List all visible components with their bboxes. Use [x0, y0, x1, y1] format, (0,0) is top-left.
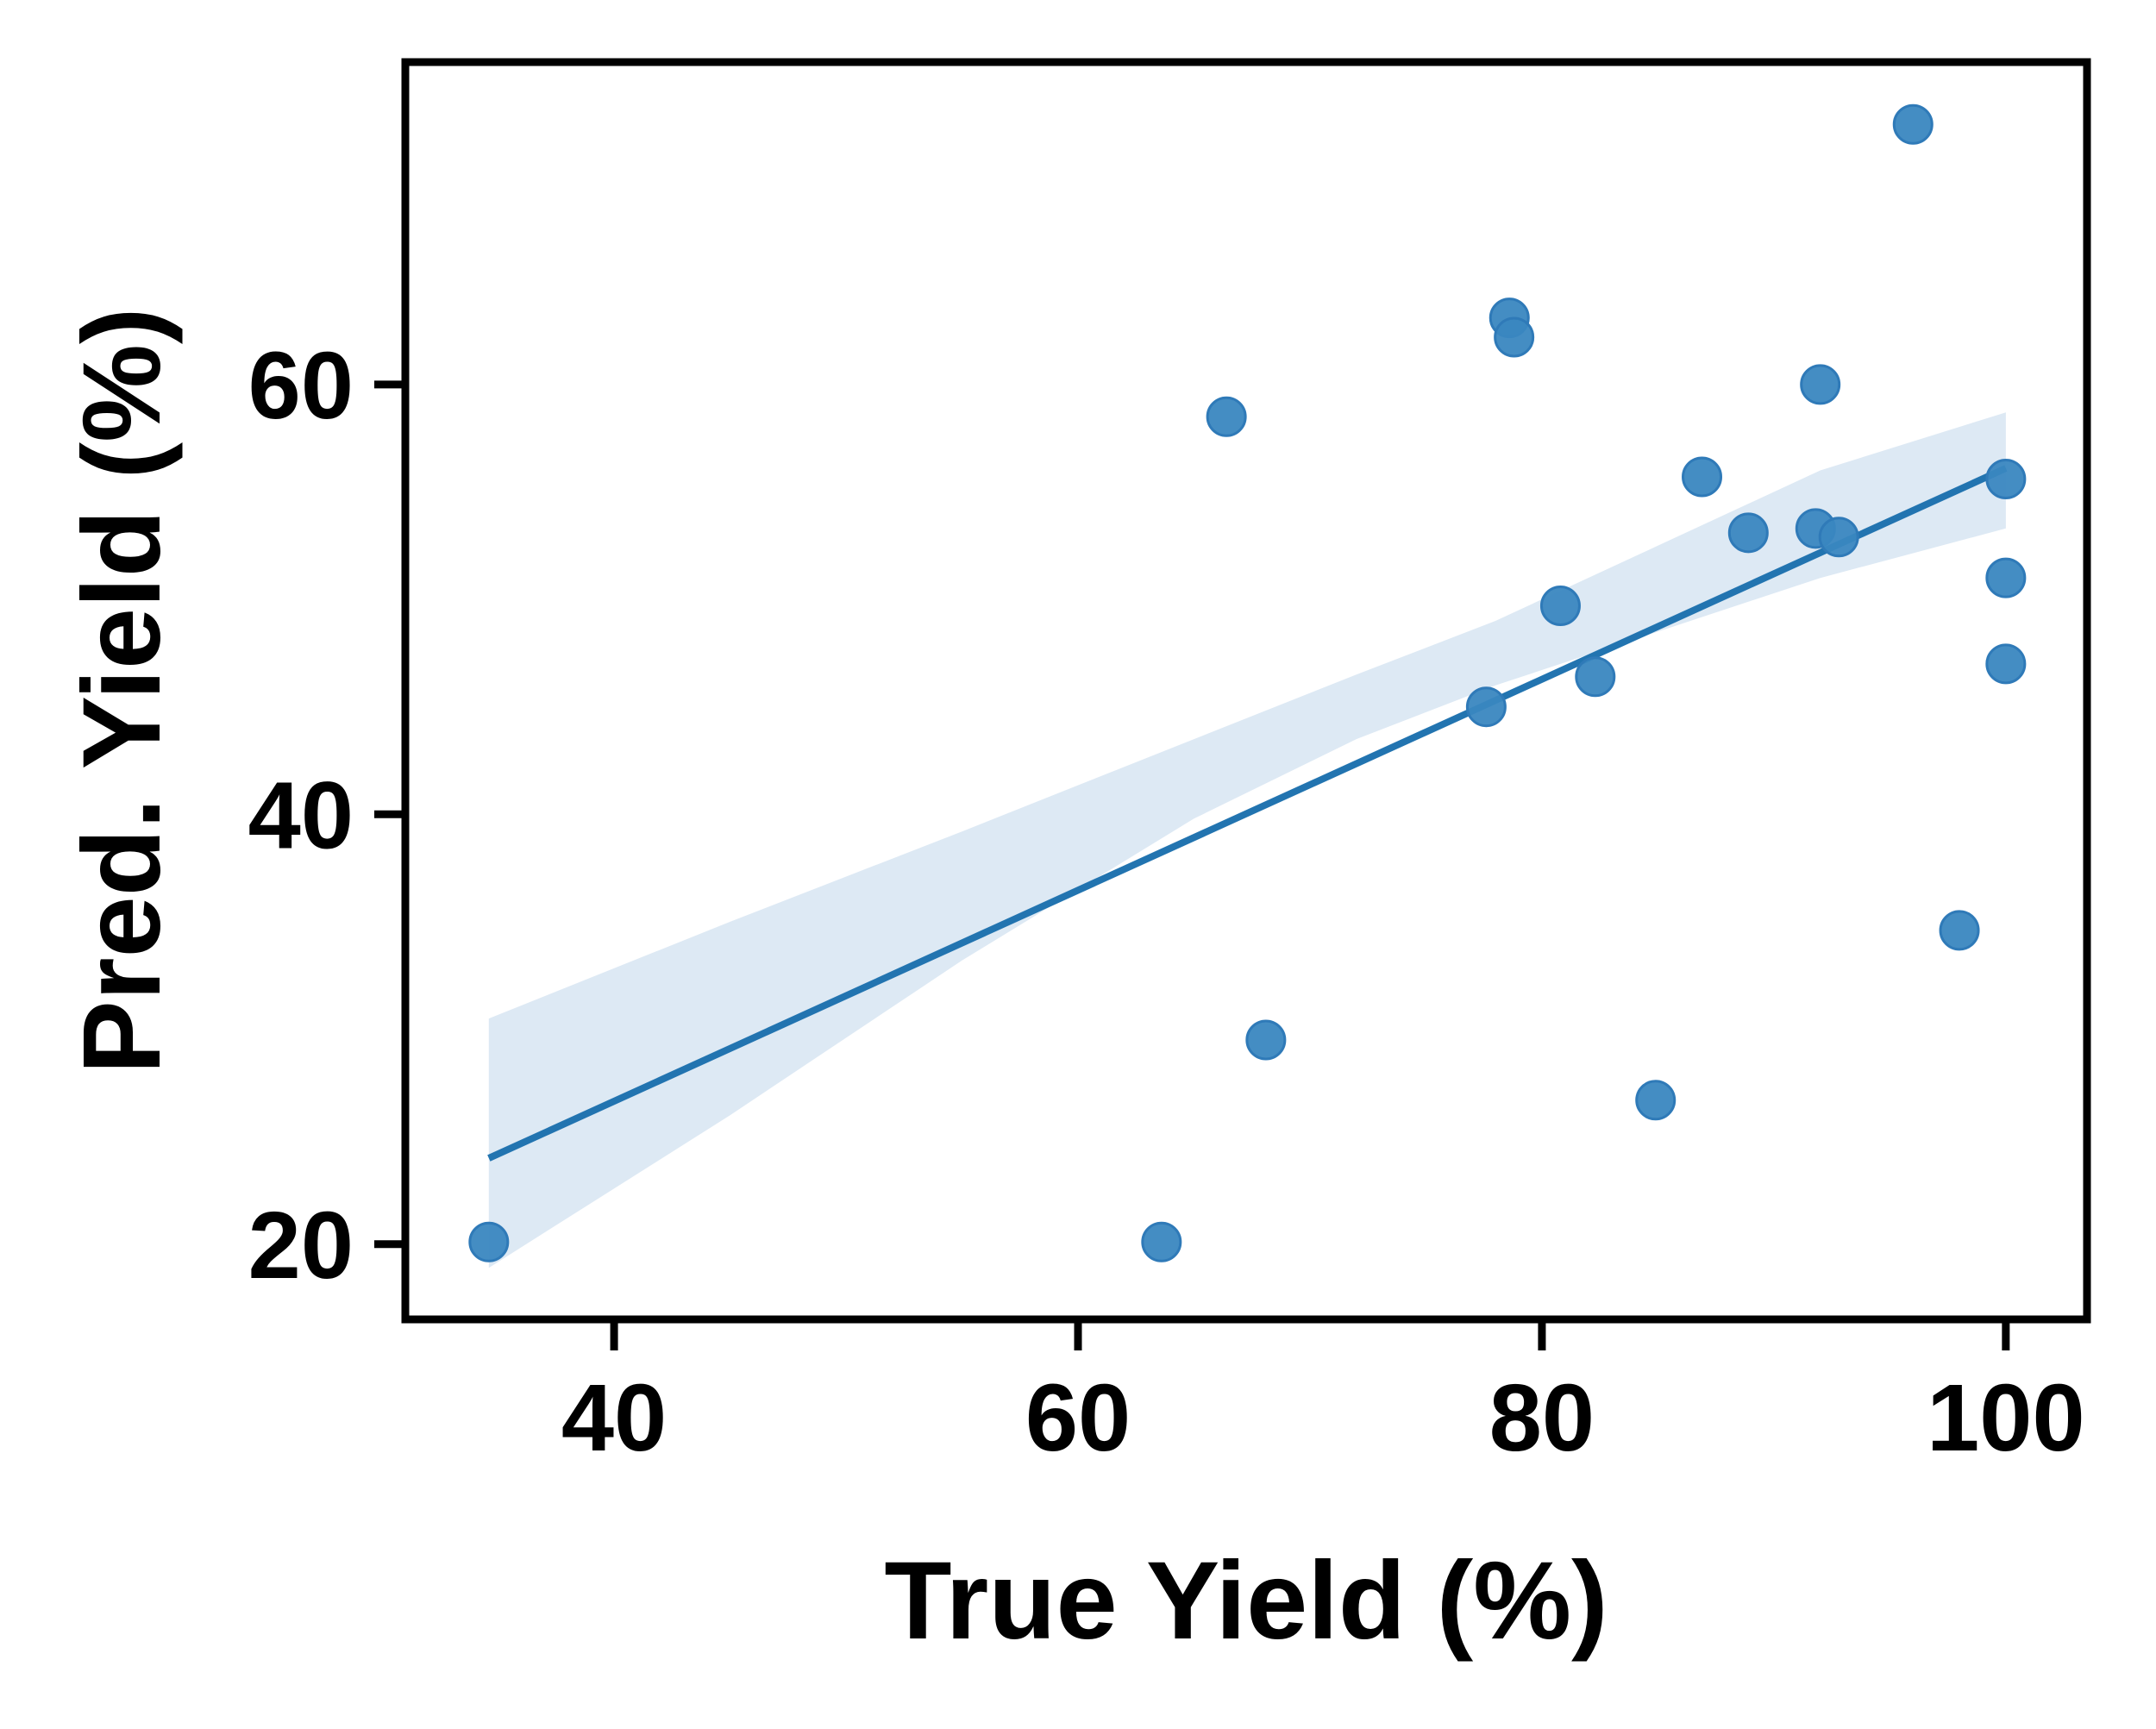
data-point [1985, 557, 2027, 598]
data-point [1575, 656, 1616, 698]
x-tick-label: 60 [1025, 1365, 1131, 1471]
data-point [1682, 456, 1723, 498]
data-point [1800, 364, 1841, 405]
data-point [1727, 512, 1769, 554]
data-point [468, 1221, 510, 1262]
regression-line-layer [487, 465, 2008, 1162]
x-tick-label: 80 [1489, 1365, 1595, 1471]
x-axis-ticks: 40 60 80 100 [561, 1323, 2085, 1471]
data-point-layer [468, 103, 2027, 1262]
x-axis-label: True Yield (%) [884, 1539, 1608, 1663]
x-tick-label: 100 [1927, 1365, 2085, 1471]
regression-line [487, 465, 2008, 1162]
data-point [1985, 459, 2027, 500]
y-axis-label: Pred. Yield (%) [60, 307, 184, 1074]
data-point [1939, 910, 1980, 951]
y-tick-label: 40 [248, 762, 354, 868]
data-point [1635, 1080, 1677, 1121]
x-tick-label: 40 [561, 1365, 667, 1471]
data-point [1141, 1221, 1182, 1262]
confidence-band [488, 412, 2006, 1269]
data-point [1206, 396, 1247, 437]
data-point [1892, 103, 1934, 145]
confidence-band-layer [488, 412, 2006, 1269]
y-tick-label: 20 [248, 1193, 354, 1299]
data-point [1818, 517, 1859, 558]
y-axis-ticks: 20 40 60 [248, 333, 402, 1299]
data-point [1465, 686, 1507, 728]
data-point [1494, 316, 1535, 358]
data-point [1245, 1019, 1287, 1061]
data-point [1539, 586, 1581, 627]
y-tick-label: 60 [248, 333, 354, 439]
plot-frame [401, 58, 2091, 1324]
data-point [1985, 643, 2027, 685]
